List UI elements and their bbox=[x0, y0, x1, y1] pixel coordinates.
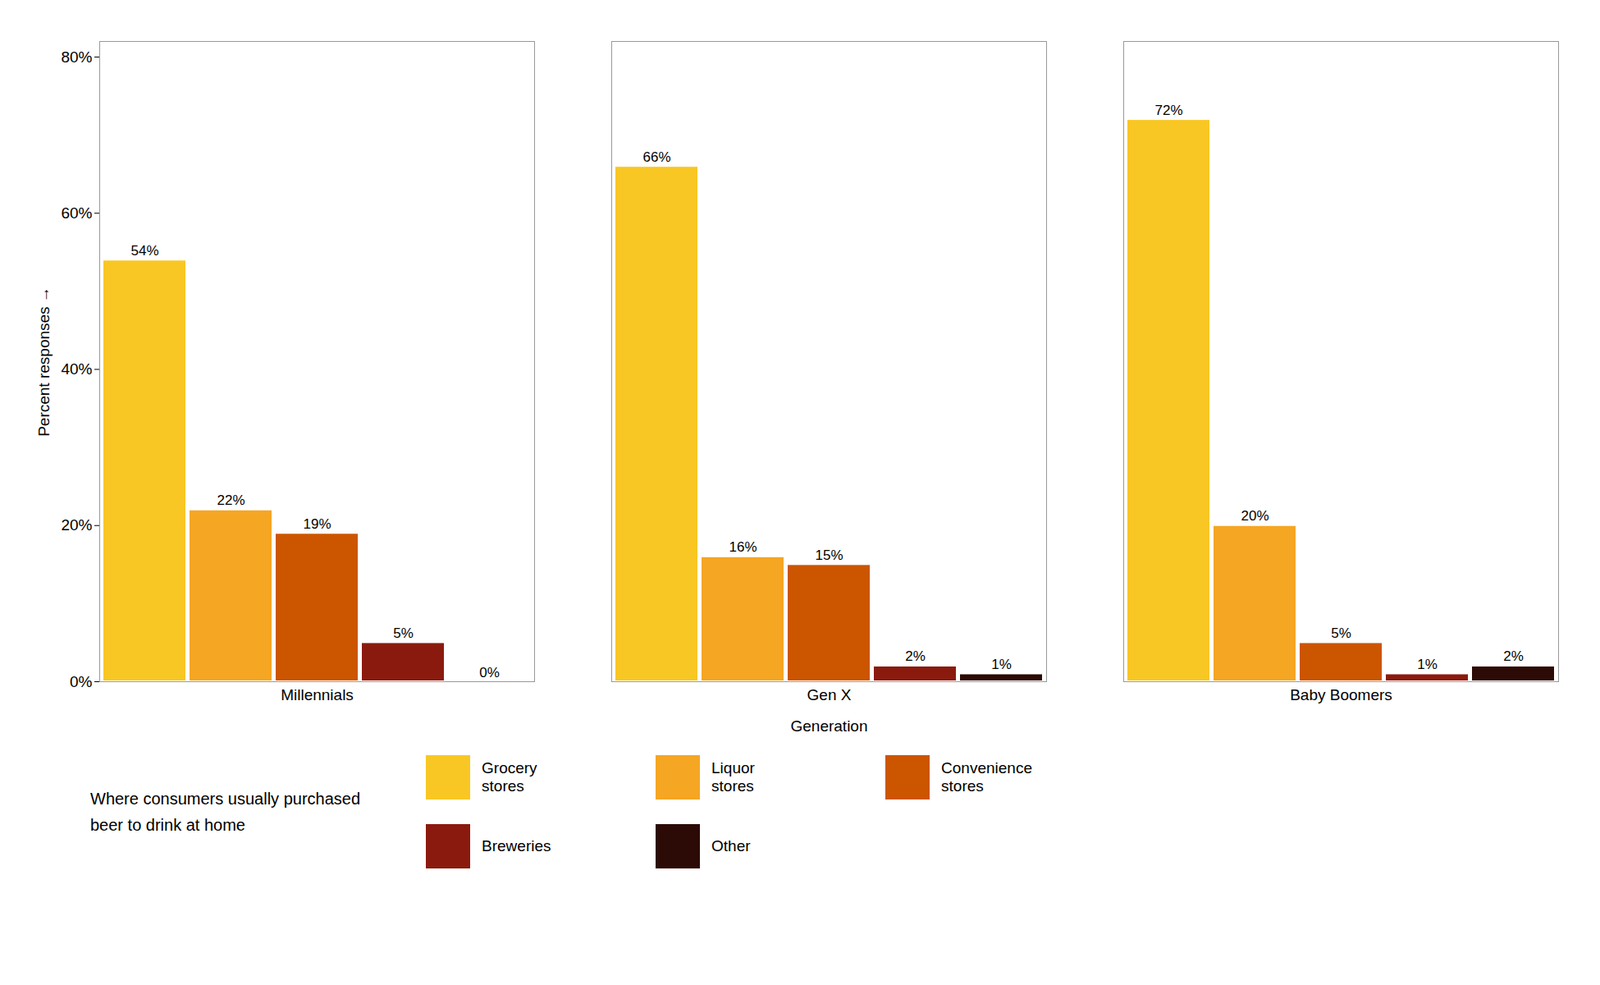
svg-text:1%: 1% bbox=[991, 656, 1012, 672]
svg-text:Millennials: Millennials bbox=[280, 685, 354, 704]
svg-text:16%: 16% bbox=[728, 539, 757, 555]
svg-text:66%: 66% bbox=[642, 149, 671, 165]
svg-text:19%: 19% bbox=[302, 516, 331, 532]
svg-text:Gen X: Gen X bbox=[807, 685, 852, 704]
svg-text:72%: 72% bbox=[1154, 102, 1183, 119]
html-text:Breweries: Breweries bbox=[481, 836, 551, 855]
svg-text:80%: 80% bbox=[60, 48, 92, 66]
svg-text:40%: 40% bbox=[60, 360, 92, 378]
svg-text:54%: 54% bbox=[130, 242, 159, 259]
svg-text:5%: 5% bbox=[1330, 625, 1352, 641]
html-text:Other: Other bbox=[711, 836, 751, 855]
svg-text:Baby Boomers: Baby Boomers bbox=[1289, 685, 1393, 704]
svg-text:15%: 15% bbox=[814, 547, 843, 563]
svg-text:0%: 0% bbox=[479, 664, 500, 681]
svg-text:20%: 20% bbox=[1240, 507, 1269, 524]
html-text:Liquor stores: Liquor stores bbox=[711, 758, 755, 795]
svg-text:1%: 1% bbox=[1417, 656, 1438, 672]
svg-text:2%: 2% bbox=[1503, 648, 1524, 664]
svg-text:0%: 0% bbox=[69, 672, 93, 691]
html-text:Where consumers usually purcha: Where consumers usually purchased beer t… bbox=[90, 789, 361, 834]
svg-text:2%: 2% bbox=[905, 648, 926, 664]
svg-text:Percent responses →: Percent responses → bbox=[35, 286, 53, 437]
svg-text:20%: 20% bbox=[60, 516, 92, 534]
svg-text:Generation: Generation bbox=[790, 717, 868, 735]
html-text:Convenience stores: Convenience stores bbox=[941, 758, 1033, 795]
html-text:Grocery stores: Grocery stores bbox=[481, 758, 538, 795]
svg-text:22%: 22% bbox=[216, 492, 245, 508]
svg-text:5%: 5% bbox=[393, 625, 414, 641]
svg-text:60%: 60% bbox=[60, 204, 92, 222]
